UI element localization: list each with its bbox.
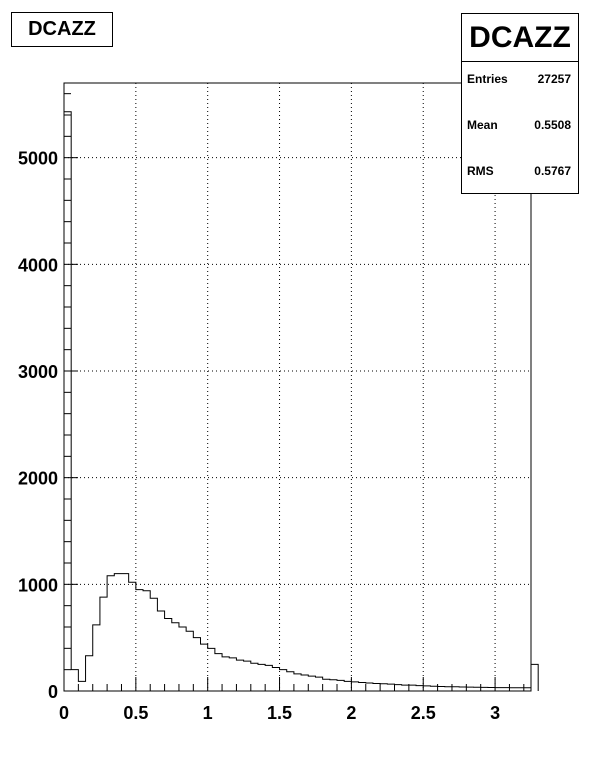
histogram-bin xyxy=(265,665,272,691)
histogram-bin xyxy=(186,631,193,691)
histogram-bin xyxy=(114,574,121,691)
x-tick-label: 2.5 xyxy=(411,703,436,723)
axes: 0 0.5 1 1.5 2 2.5 3 0 1000 2000 3000 4000 5000 xyxy=(18,93,525,723)
histogram-bin xyxy=(172,623,179,691)
y-tick-label: 3000 xyxy=(18,362,58,382)
histogram-bin xyxy=(236,660,243,691)
histogram-bin xyxy=(215,654,222,691)
histogram-bin xyxy=(359,682,366,691)
grid-lines xyxy=(64,83,531,691)
histogram-bin xyxy=(474,687,481,691)
histogram-bin xyxy=(129,582,136,691)
histogram-bin xyxy=(351,682,358,691)
stats-rms-value: 0.5767 xyxy=(534,164,571,178)
histogram-bin xyxy=(179,627,186,691)
histogram-bin xyxy=(100,597,107,691)
histogram-bin xyxy=(143,591,150,691)
histogram-title-box: DCAZZ xyxy=(11,12,113,47)
histogram-bin xyxy=(423,686,430,691)
x-tick-label: 1.5 xyxy=(267,703,292,723)
histogram-bin xyxy=(208,648,215,691)
histogram-bin xyxy=(495,688,502,691)
histogram-bin xyxy=(86,656,93,691)
stats-entries-row: Entries 27257 xyxy=(467,72,571,86)
y-tick-label: 5000 xyxy=(18,149,58,169)
y-tick-label: 4000 xyxy=(18,255,58,275)
stats-title: DCAZZ xyxy=(462,14,578,62)
histogram-outline xyxy=(63,111,539,691)
histogram-bin xyxy=(416,686,423,691)
stats-mean-label: Mean xyxy=(467,118,498,132)
histogram-bin xyxy=(229,658,236,691)
histogram-bin xyxy=(445,687,452,691)
histogram-bin xyxy=(323,679,330,691)
histogram-bin xyxy=(251,663,258,691)
histogram-bin xyxy=(438,687,445,691)
stats-entries-value: 27257 xyxy=(537,72,571,86)
histogram-title: DCAZZ xyxy=(28,18,96,40)
y-tick-label: 0 xyxy=(48,682,58,702)
histogram-bin xyxy=(373,684,380,691)
histogram-bin xyxy=(330,680,337,691)
histogram-bin xyxy=(466,687,473,691)
histogram-bin xyxy=(272,668,279,691)
histogram-bin xyxy=(107,576,114,691)
histogram-bin xyxy=(430,686,437,691)
stats-rms-label: RMS xyxy=(467,164,494,178)
histogram-bin xyxy=(121,574,128,691)
histogram-bin xyxy=(244,661,251,691)
histogram-bin xyxy=(136,590,143,691)
histogram-bin xyxy=(150,598,157,691)
histogram-bin xyxy=(402,685,409,691)
histogram-bin xyxy=(78,681,85,691)
histogram-bin xyxy=(222,657,229,691)
histogram-bin xyxy=(481,687,488,691)
plot-frame xyxy=(63,82,532,692)
histogram-bin xyxy=(344,681,351,691)
histogram-bin xyxy=(308,676,315,691)
y-tick-label: 2000 xyxy=(18,469,58,489)
stats-entries-label: Entries xyxy=(467,72,508,86)
histogram-bin xyxy=(157,611,164,691)
histogram-bin xyxy=(301,675,308,691)
x-tick-label: 3 xyxy=(490,703,500,723)
x-tick-label: 0 xyxy=(59,703,69,723)
histogram-bin xyxy=(93,625,100,691)
stats-box: DCAZZ Entries 27257 Mean 0.5508 RMS 0.57… xyxy=(461,13,579,194)
stats-mean-row: Mean 0.5508 xyxy=(467,118,571,132)
histogram-bin xyxy=(488,687,495,691)
histogram-bin xyxy=(409,685,416,691)
histogram-bin xyxy=(452,687,459,691)
histogram-bin xyxy=(366,683,373,691)
histogram-bin xyxy=(193,638,200,691)
histogram-bin xyxy=(165,618,172,691)
histogram-bin xyxy=(337,680,344,691)
histogram-bin xyxy=(387,684,394,691)
histogram-bin xyxy=(502,688,509,691)
stats-mean-value: 0.5508 xyxy=(534,118,571,132)
y-tick-label: 1000 xyxy=(18,575,58,595)
histogram-bin xyxy=(280,670,287,691)
x-tick-label: 1 xyxy=(203,703,213,723)
histogram-bin xyxy=(258,664,265,691)
histogram-bin xyxy=(201,644,208,691)
histogram-bin xyxy=(287,672,294,691)
histogram-bin xyxy=(380,684,387,691)
histogram-bin xyxy=(71,670,78,691)
stats-rms-row: RMS 0.5767 xyxy=(467,164,571,178)
histogram-bin xyxy=(64,112,71,691)
histogram-bin xyxy=(315,677,322,691)
x-tick-label: 2 xyxy=(346,703,356,723)
histogram-bin xyxy=(294,674,301,691)
x-tick-label: 0.5 xyxy=(123,703,148,723)
histogram-bin xyxy=(459,687,466,691)
histogram-bin xyxy=(394,685,401,691)
histogram-bin xyxy=(531,664,538,691)
histogram-series xyxy=(63,111,539,691)
